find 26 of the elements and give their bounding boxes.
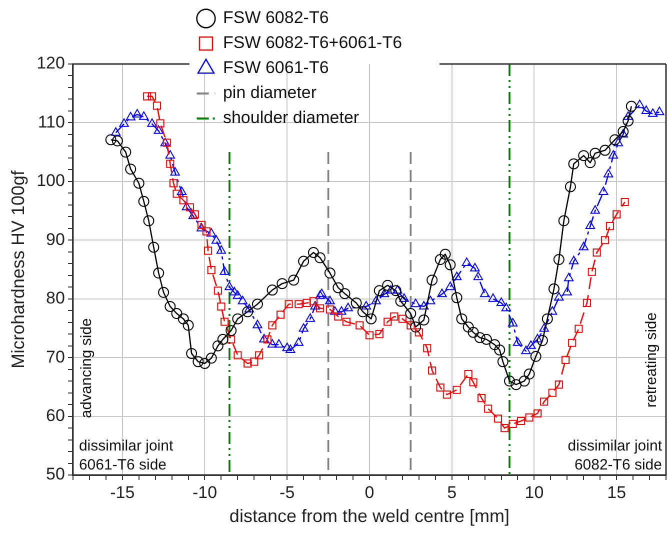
y-axis-title: Microhardness HV 100gf bbox=[8, 169, 28, 369]
legend-label: pin diameter bbox=[222, 83, 317, 102]
y-tick-label: 70 bbox=[46, 347, 65, 366]
legend-label: FSW 6082-T6+6061-T6 bbox=[222, 33, 402, 52]
annotation: advancing side bbox=[78, 318, 96, 418]
x-axis-title: distance from the weld centre [mm] bbox=[229, 506, 510, 526]
y-tick-label: 80 bbox=[46, 288, 65, 308]
legend-label: FSW 6061-T6 bbox=[222, 58, 329, 78]
y-tick-label: 60 bbox=[46, 406, 65, 425]
annotation: dissimilar joint 6061-T6 side bbox=[78, 438, 174, 474]
x-tick-label: 0 bbox=[364, 482, 374, 502]
x-tick-label: -15 bbox=[110, 482, 135, 502]
y-tick-label: 120 bbox=[36, 54, 65, 73]
annotation: retreating side bbox=[643, 312, 660, 408]
y-tick-label: 110 bbox=[38, 112, 65, 132]
x-tick-label: 15 bbox=[607, 482, 626, 502]
x-tick-label: -5 bbox=[280, 482, 295, 502]
x-tick-label: -10 bbox=[192, 482, 218, 502]
x-tick-label: 5 bbox=[447, 482, 457, 502]
legend-label: FSW 6082-T6 bbox=[222, 8, 329, 28]
x-tick-label: 10 bbox=[524, 482, 544, 502]
y-tick-label: 90 bbox=[46, 230, 65, 249]
annotation: dissimilar joint 6082-T6 side bbox=[568, 438, 663, 474]
legend-label: shoulder diameter bbox=[222, 108, 360, 128]
y-tick-label: 100 bbox=[36, 171, 65, 190]
y-tick-label: 50 bbox=[46, 464, 65, 484]
